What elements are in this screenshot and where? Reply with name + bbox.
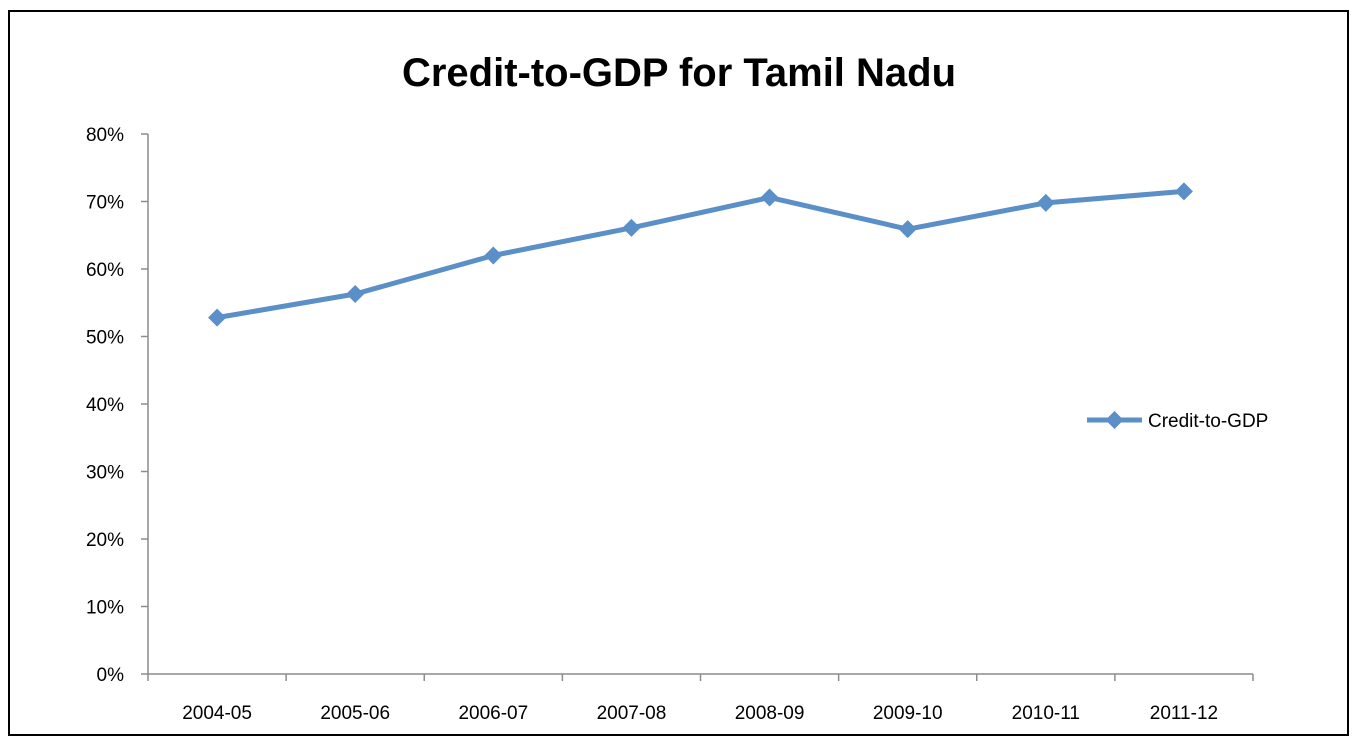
y-tick-label: 80%: [86, 125, 124, 146]
y-tick-label: 0%: [97, 665, 125, 686]
data-point: [484, 246, 503, 265]
y-tick-label: 10%: [86, 598, 124, 619]
y-tick-label: 40%: [86, 395, 124, 416]
x-tick-label: 2011-12: [1150, 703, 1218, 724]
y-tick-label: 20%: [86, 530, 124, 551]
chart-frame: [8, 10, 1349, 736]
y-axis-ticks: 0% 10% 20% 30% 40% 50% 60% 70% 80%: [86, 125, 148, 686]
legend: Credit-to-GDP: [1087, 411, 1268, 432]
y-tick-label: 30%: [86, 463, 124, 484]
x-tick-label: 2004-05: [182, 703, 252, 724]
series-line: [214, 188, 1187, 321]
legend-label: Credit-to-GDP: [1148, 411, 1268, 432]
x-tick-label: 2010-11: [1012, 703, 1080, 724]
x-tick-label: 2006-07: [458, 703, 528, 724]
y-tick-label: 50%: [86, 328, 124, 349]
legend-marker: [1105, 411, 1124, 429]
chart-title: Credit-to-GDP for Tamil Nadu: [402, 51, 956, 95]
x-tick-label: 2007-08: [597, 703, 667, 724]
x-tick-label: 2005-06: [320, 703, 390, 724]
data-point: [760, 188, 779, 207]
data-point: [208, 308, 227, 327]
data-point: [1174, 182, 1193, 201]
x-axis-ticks: 2004-05 2005-06 2006-07 2007-08 2008-09 2009-…: [147, 674, 1254, 724]
data-point: [1036, 193, 1055, 212]
data-point: [898, 220, 917, 239]
x-tick-label: 2009-10: [873, 703, 943, 724]
y-tick-label: 60%: [86, 260, 124, 281]
data-point: [622, 218, 641, 237]
series-layer: [208, 182, 1193, 327]
x-tick-label: 2008-09: [735, 703, 805, 724]
y-tick-label: 70%: [86, 193, 124, 214]
data-point: [346, 284, 365, 303]
